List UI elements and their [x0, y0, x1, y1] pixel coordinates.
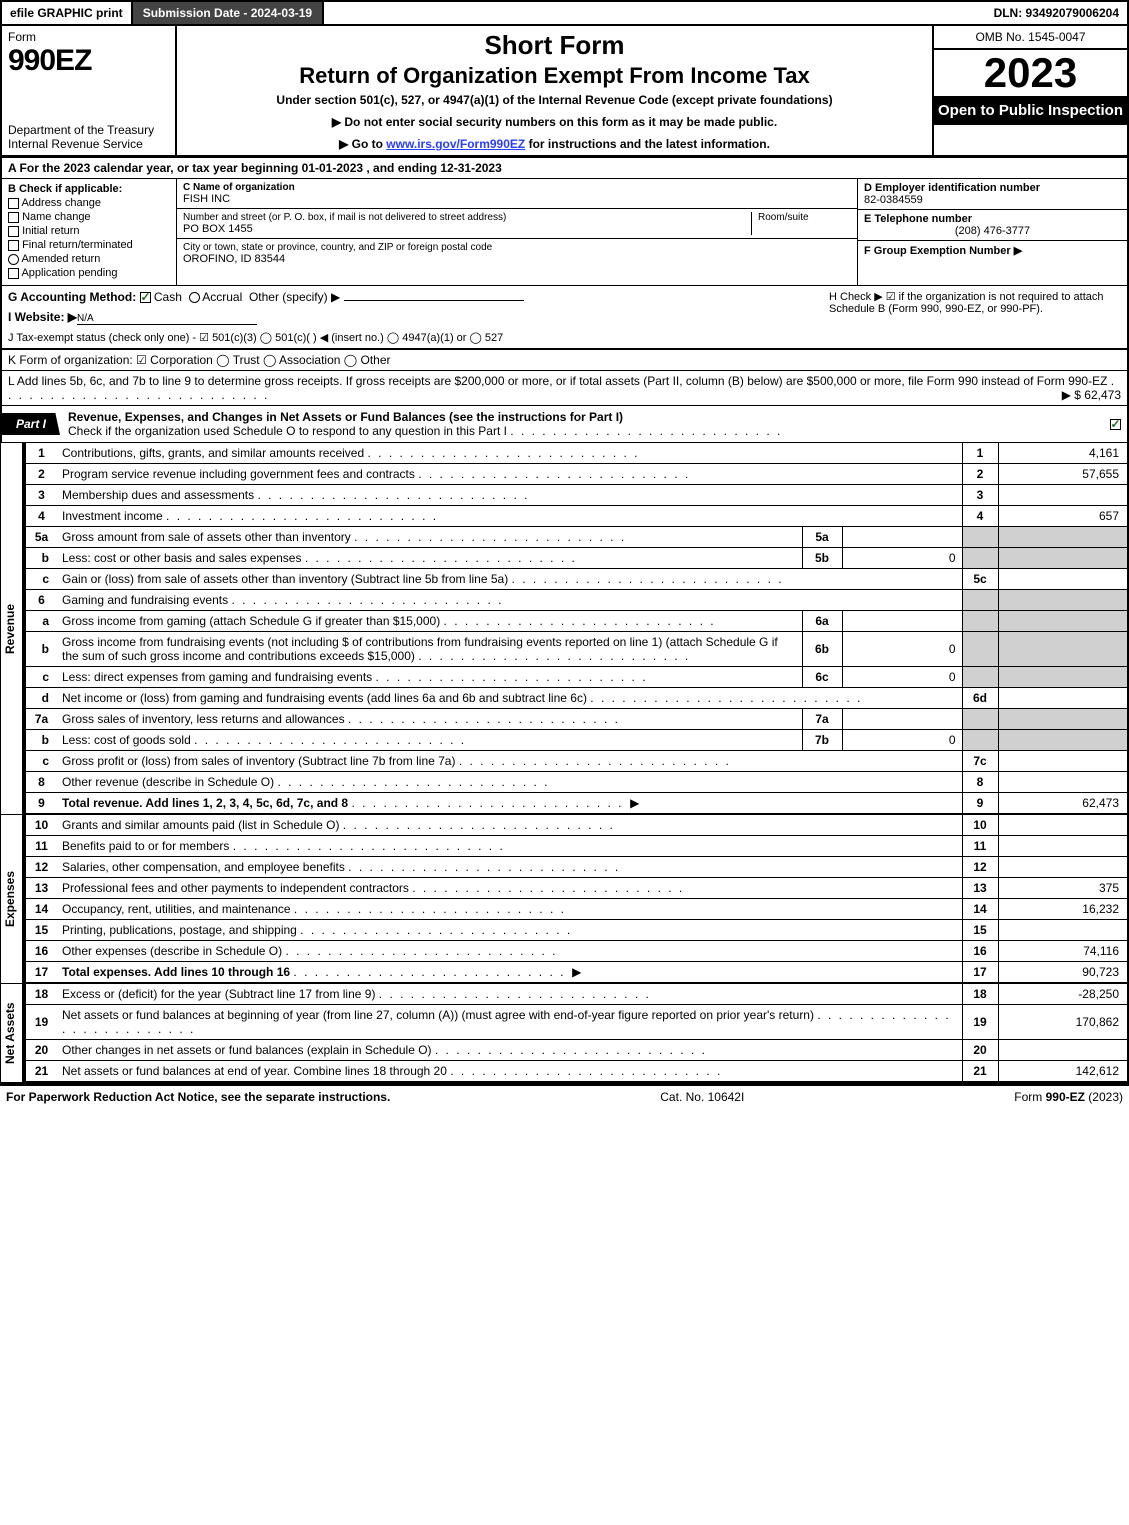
- line-row: 4Investment income 4657: [25, 506, 1128, 527]
- check-cash[interactable]: [140, 292, 151, 303]
- check-amended-return[interactable]: Amended return: [8, 253, 170, 265]
- form-number: 990EZ: [8, 44, 169, 78]
- line-row: 17Total expenses. Add lines 10 through 1…: [25, 962, 1128, 983]
- line-row: 7aGross sales of inventory, less returns…: [25, 709, 1128, 730]
- line-row: dNet income or (loss) from gaming and fu…: [25, 688, 1128, 709]
- check-initial-return[interactable]: Initial return: [8, 225, 170, 237]
- form-note-ssn: ▶ Do not enter social security numbers o…: [185, 115, 924, 129]
- ein-value: 82-0384559: [864, 194, 923, 206]
- line-row: bLess: cost or other basis and sales exp…: [25, 548, 1128, 569]
- header-center: Short Form Return of Organization Exempt…: [177, 26, 932, 155]
- box-def: D Employer identification number 82-0384…: [857, 179, 1127, 285]
- footer-formref: Form 990-EZ (2023): [1014, 1090, 1123, 1104]
- dln-label: DLN: 93492079006204: [986, 2, 1127, 24]
- line-row: 12Salaries, other compensation, and empl…: [25, 857, 1128, 878]
- line-row: 6Gaming and fundraising events: [25, 590, 1128, 611]
- box-c-name-address: C Name of organization FISH INC Number a…: [177, 179, 857, 285]
- org-city: OROFINO, ID 83544: [183, 253, 851, 265]
- line-row: 14Occupancy, rent, utilities, and mainte…: [25, 899, 1128, 920]
- line-row: 18Excess or (deficit) for the year (Subt…: [25, 984, 1128, 1005]
- line-row: 8Other revenue (describe in Schedule O) …: [25, 772, 1128, 793]
- expenses-side-label: Expenses: [0, 815, 24, 983]
- line-row: cGross profit or (loss) from sales of in…: [25, 751, 1128, 772]
- netassets-section: Net Assets 18Excess or (deficit) for the…: [0, 984, 1129, 1084]
- check-accrual[interactable]: [189, 292, 200, 303]
- gross-receipts-amount: ▶ $ 62,473: [1062, 388, 1121, 402]
- revenue-side-label: Revenue: [0, 443, 24, 814]
- group-exemption-label: F Group Exemption Number ▶: [864, 245, 1022, 257]
- row-k-org-form: K Form of organization: ☑ Corporation ◯ …: [0, 350, 1129, 371]
- line-row: aGross income from gaming (attach Schedu…: [25, 611, 1128, 632]
- tax-exempt-status: J Tax-exempt status (check only one) - ☑…: [8, 331, 821, 344]
- footer-left: For Paperwork Reduction Act Notice, see …: [6, 1090, 390, 1104]
- row-a-tax-year: A For the 2023 calendar year, or tax yea…: [0, 158, 1129, 179]
- omb-number: OMB No. 1545-0047: [934, 26, 1127, 50]
- line-row: 9Total revenue. Add lines 1, 2, 3, 4, 5c…: [25, 793, 1128, 814]
- line-row: 10Grants and similar amounts paid (list …: [25, 815, 1128, 836]
- line-row: 2Program service revenue including gover…: [25, 464, 1128, 485]
- other-accounting-input[interactable]: [344, 300, 524, 301]
- check-application-pending[interactable]: Application pending: [8, 267, 170, 279]
- website-value: N/A: [77, 313, 257, 325]
- efile-label: efile GRAPHIC print: [2, 2, 133, 24]
- check-address-change[interactable]: Address change: [8, 197, 170, 209]
- check-final-return[interactable]: Final return/terminated: [8, 239, 170, 251]
- form-header: Form 990EZ Department of the Treasury In…: [0, 24, 1129, 158]
- revenue-section: Revenue 1Contributions, gifts, grants, a…: [0, 443, 1129, 815]
- revenue-table: 1Contributions, gifts, grants, and simil…: [24, 443, 1129, 814]
- box-b-checks: B Check if applicable: Address change Na…: [2, 179, 177, 285]
- org-name: FISH INC: [183, 193, 851, 205]
- line-row: 15Printing, publications, postage, and s…: [25, 920, 1128, 941]
- part1-header: Part I Revenue, Expenses, and Changes in…: [0, 406, 1129, 443]
- header-right: OMB No. 1545-0047 2023 Open to Public In…: [932, 26, 1127, 155]
- expenses-table: 10Grants and similar amounts paid (list …: [24, 815, 1129, 983]
- irs-link[interactable]: www.irs.gov/Form990EZ: [386, 137, 525, 151]
- accounting-block: G Accounting Method: Cash Accrual Other …: [0, 285, 1129, 350]
- form-word: Form: [8, 30, 169, 44]
- entity-info-block: B Check if applicable: Address change Na…: [0, 179, 1129, 285]
- form-subtitle: Under section 501(c), 527, or 4947(a)(1)…: [185, 93, 924, 107]
- line-row: 16Other expenses (describe in Schedule O…: [25, 941, 1128, 962]
- line-row: bLess: cost of goods sold 7b0: [25, 730, 1128, 751]
- line-row: 1Contributions, gifts, grants, and simil…: [25, 443, 1128, 464]
- line-row: 20Other changes in net assets or fund ba…: [25, 1040, 1128, 1061]
- check-name-change[interactable]: Name change: [8, 211, 170, 223]
- line-row: 19Net assets or fund balances at beginni…: [25, 1005, 1128, 1040]
- line-row: 3Membership dues and assessments 3: [25, 485, 1128, 506]
- dept-label: Department of the Treasury Internal Reve…: [8, 123, 169, 151]
- footer-catno: Cat. No. 10642I: [660, 1090, 744, 1104]
- line-row: bGross income from fundraising events (n…: [25, 632, 1128, 667]
- line-row: 13Professional fees and other payments t…: [25, 878, 1128, 899]
- form-note-link: ▶ Go to www.irs.gov/Form990EZ for instru…: [185, 137, 924, 151]
- line-row: cGain or (loss) from sale of assets othe…: [25, 569, 1128, 590]
- row-l-gross-receipts: L Add lines 5b, 6c, and 7b to line 9 to …: [0, 371, 1129, 406]
- header-left: Form 990EZ Department of the Treasury In…: [2, 26, 177, 155]
- box-h: H Check ▶ ☑ if the organization is not r…: [821, 290, 1121, 344]
- netassets-table: 18Excess or (deficit) for the year (Subt…: [24, 984, 1129, 1082]
- line-row: 21Net assets or fund balances at end of …: [25, 1061, 1128, 1082]
- form-title-short: Short Form: [185, 30, 924, 61]
- netassets-side-label: Net Assets: [0, 984, 24, 1082]
- submission-date: Submission Date - 2024-03-19: [133, 2, 324, 24]
- tax-year: 2023: [934, 50, 1127, 96]
- top-meta-bar: efile GRAPHIC print Submission Date - 20…: [0, 0, 1129, 24]
- line-row: 11Benefits paid to or for members 11: [25, 836, 1128, 857]
- form-title-long: Return of Organization Exempt From Incom…: [185, 63, 924, 89]
- expenses-section: Expenses 10Grants and similar amounts pa…: [0, 815, 1129, 984]
- part1-schedule-o-check[interactable]: [1110, 419, 1121, 430]
- open-to-public: Open to Public Inspection: [934, 96, 1127, 125]
- org-address: PO BOX 1455: [183, 223, 751, 235]
- page-footer: For Paperwork Reduction Act Notice, see …: [0, 1084, 1129, 1108]
- part1-tab: Part I: [2, 413, 60, 435]
- line-row: 5aGross amount from sale of assets other…: [25, 527, 1128, 548]
- line-row: cLess: direct expenses from gaming and f…: [25, 667, 1128, 688]
- telephone-value: (208) 476-3777: [864, 225, 1121, 237]
